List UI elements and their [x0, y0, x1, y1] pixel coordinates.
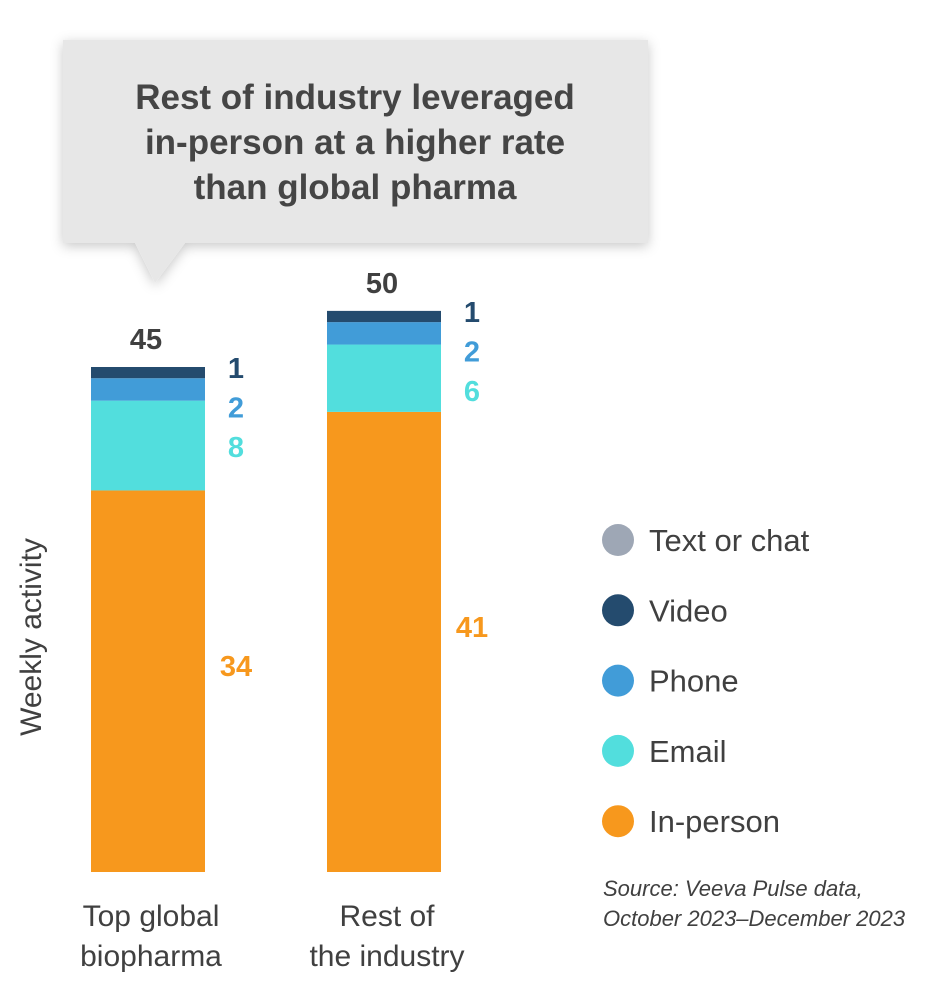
bars-group: 45 1 2 8 34 Top global biopharma 50 1 2 6 41 Rest of…	[80, 268, 488, 973]
legend-item: Phone	[602, 664, 739, 699]
category-label: biopharma	[80, 940, 222, 973]
total-label: 45	[130, 324, 162, 356]
bar-segment-phone	[91, 378, 205, 401]
legend-item: In-person	[602, 804, 780, 839]
source-line-2: October 2023–December 2023	[603, 906, 906, 931]
bar-segment-email	[327, 344, 441, 412]
legend-item: Email	[602, 734, 727, 769]
total-label: 50	[366, 268, 398, 300]
bar-segment-video	[327, 310, 441, 323]
value-label: 34	[220, 651, 252, 683]
value-label: 41	[456, 612, 488, 644]
legend-label: In-person	[649, 804, 780, 839]
value-label: 2	[228, 393, 244, 425]
legend-swatch	[602, 664, 634, 697]
legend-swatch	[602, 594, 634, 627]
callout-line-1: Rest of industry leveraged	[135, 78, 575, 117]
legend-swatch	[602, 805, 634, 838]
legend-label: Text or chat	[649, 523, 810, 558]
category-label: Rest of	[339, 900, 435, 933]
value-label: 8	[228, 432, 244, 464]
callout-line-2: in-person at a higher rate	[145, 123, 565, 162]
bar-segment-phone	[327, 322, 441, 345]
legend-item: Video	[602, 593, 728, 628]
legend-label: Video	[649, 593, 728, 628]
legend-swatch	[602, 524, 634, 556]
callout-line-3: than global pharma	[194, 168, 517, 207]
legend: Text or chat Video Phone Email In-person	[602, 523, 810, 839]
category-label: Top global	[83, 900, 220, 933]
y-axis-label: Weekly activity	[15, 538, 48, 736]
value-label: 6	[464, 376, 480, 408]
value-label: 2	[464, 336, 480, 368]
value-label: 1	[228, 353, 244, 385]
value-label: 1	[464, 297, 480, 329]
legend-swatch	[602, 734, 634, 767]
bar-segment-video	[91, 367, 205, 379]
callout-bubble	[63, 40, 648, 283]
category-label: the industry	[309, 940, 464, 973]
legend-item: Text or chat	[602, 523, 810, 558]
bar-segment-email	[91, 400, 205, 491]
legend-label: Phone	[649, 664, 739, 699]
legend-label: Email	[649, 734, 727, 769]
source-line-1: Source: Veeva Pulse data,	[603, 876, 863, 901]
bar-segment-in-person	[327, 411, 441, 872]
bar-segment-in-person	[91, 490, 205, 872]
